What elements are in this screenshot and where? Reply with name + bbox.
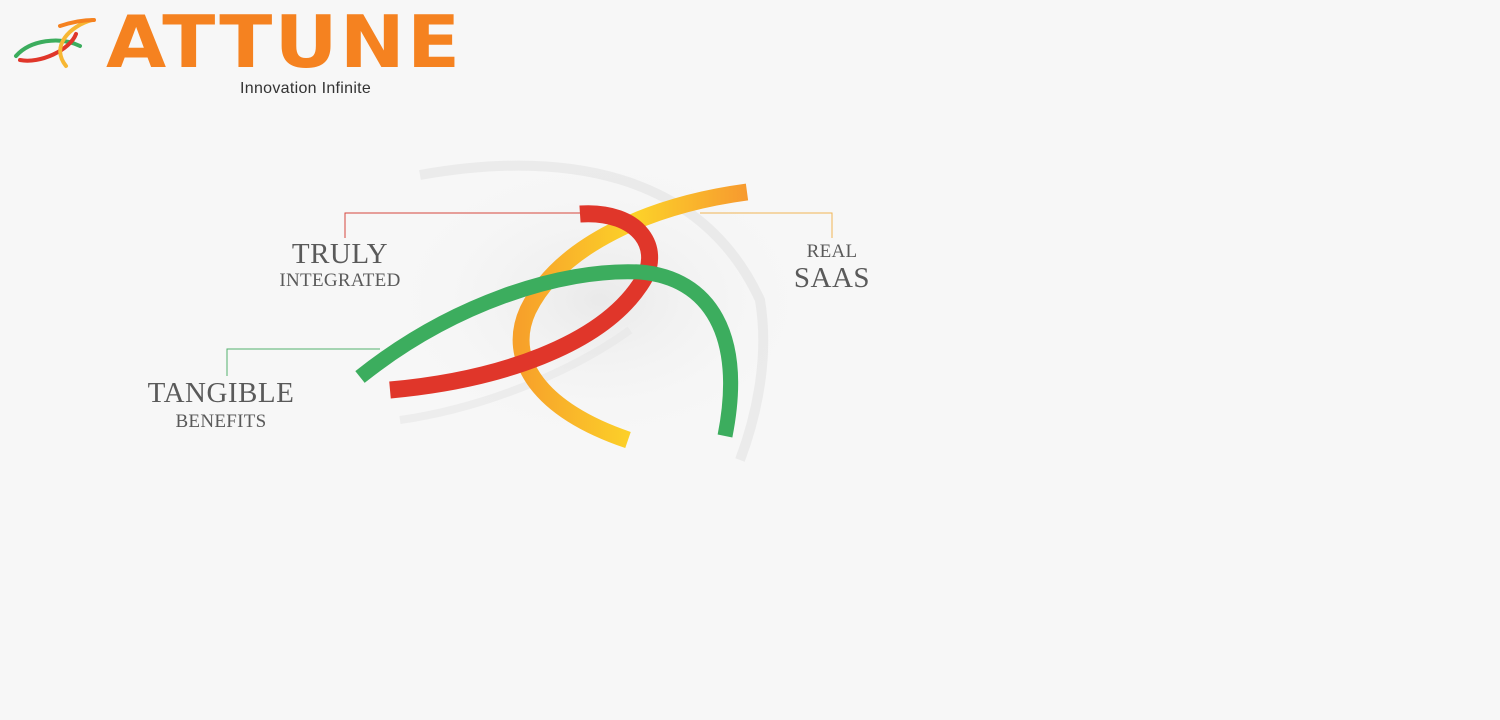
red-arc — [389, 205, 659, 399]
truly-connector-line — [344, 212, 580, 238]
tangible-connector-line — [226, 348, 380, 376]
arc-shadow — [399, 326, 633, 424]
callout-truly-main: TRULY — [291, 238, 389, 270]
yellow-arc — [512, 183, 749, 449]
callout-truly-integrated: TRULY INTEGRATED — [270, 238, 410, 291]
callout-tangible-sub: BENEFITS — [175, 411, 267, 432]
callout-real-top: REAL — [806, 241, 858, 262]
real-connector-line — [700, 212, 833, 238]
brand-tagline: Innovation Infinite — [240, 80, 372, 97]
green-arc — [355, 264, 739, 438]
arc-shadow — [419, 160, 769, 462]
callout-truly-sub: INTEGRATED — [279, 270, 401, 291]
callout-real-main: SAAS — [793, 262, 871, 294]
logo-swirl-icon — [14, 18, 96, 68]
callout-real-saas: REAL SAAS — [772, 242, 892, 293]
callout-tangible-main: TANGIBLE — [147, 377, 295, 409]
brand-name: ATTUNE — [106, 0, 463, 84]
callout-tangible-benefits: TANGIBLE BENEFITS — [136, 377, 306, 432]
